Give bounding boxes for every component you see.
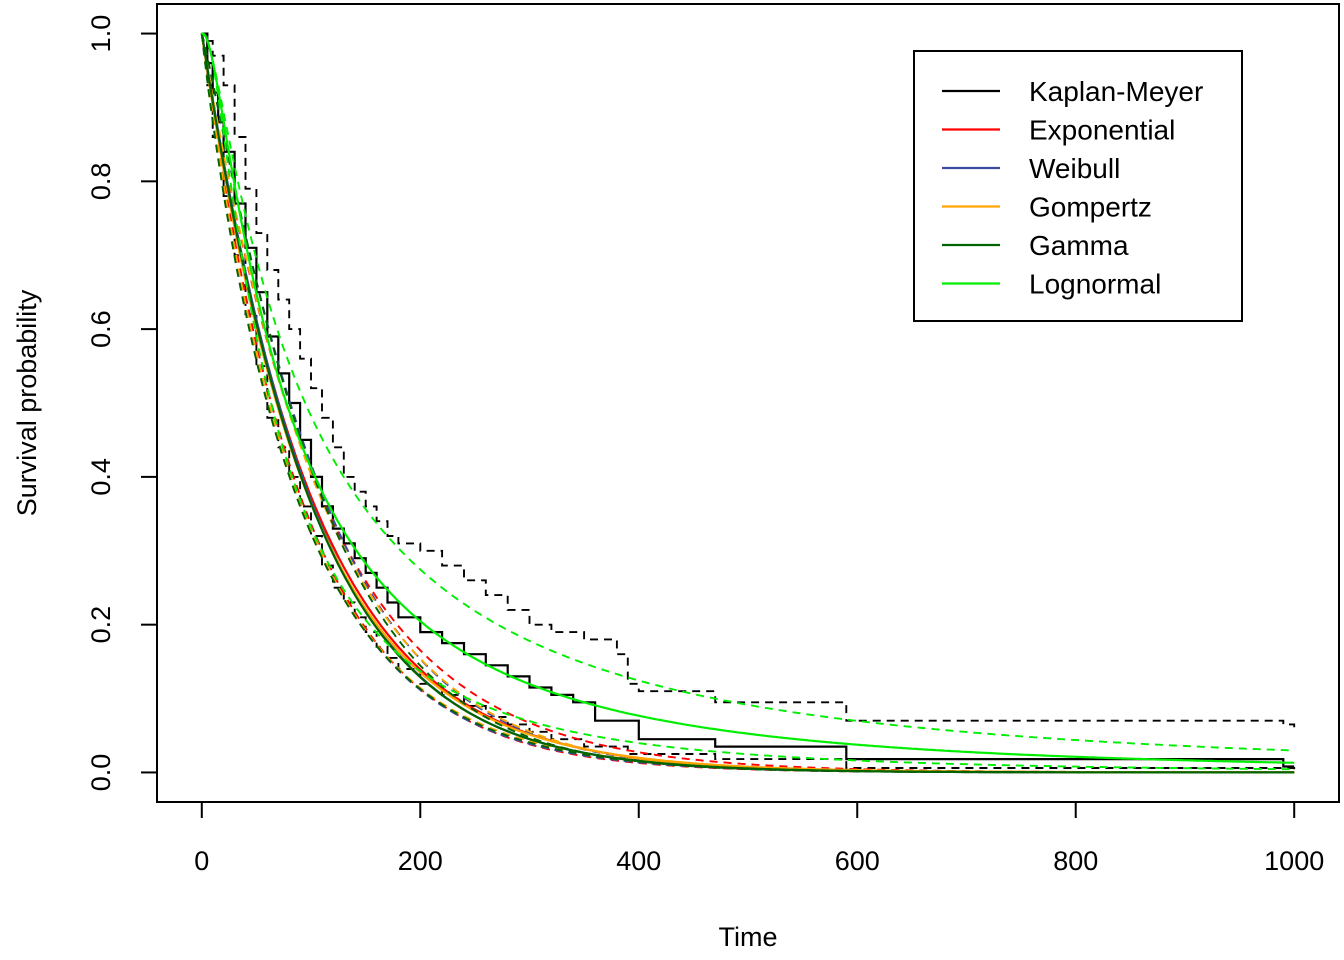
series-gamma-upper-line bbox=[200, 33, 1295, 774]
legend-box bbox=[913, 50, 1243, 322]
legend-label-exponential: Exponential bbox=[1029, 115, 1175, 146]
x-tick-label: 600 bbox=[835, 846, 880, 876]
y-tick-label: 0.6 bbox=[86, 310, 116, 348]
series-lognormal-upper-line bbox=[201, 32, 1295, 752]
y-tick-label: 0.0 bbox=[86, 754, 116, 792]
x-axis: 0 200 400 600 800 1000 bbox=[194, 801, 1324, 876]
legend-label-weibull: Weibull bbox=[1029, 153, 1120, 184]
series-exponential-lower-line bbox=[200, 33, 1295, 774]
y-tick-label: 0.8 bbox=[86, 163, 116, 201]
legend-label-gamma: Gamma bbox=[1029, 230, 1129, 261]
curves-layer bbox=[200, 32, 1296, 774]
y-tick-label: 0.2 bbox=[86, 606, 116, 644]
series-exponential-upper-line bbox=[200, 33, 1295, 774]
y-axis-title: Survival probability bbox=[12, 289, 42, 516]
x-axis-title: Time bbox=[719, 922, 778, 952]
series-lognormal-line bbox=[201, 32, 1295, 764]
legend: Kaplan-Meyer Exponential Weibull Gompertz Ga… bbox=[913, 50, 1243, 322]
x-tick-label: 800 bbox=[1053, 846, 1098, 876]
legend-label-gompertz: Gompertz bbox=[1029, 192, 1152, 223]
x-tick-label: 1000 bbox=[1264, 846, 1324, 876]
y-axis: 0.0 0.2 0.4 0.6 0.8 1.0 bbox=[86, 15, 158, 792]
y-tick-label: 0.4 bbox=[86, 458, 116, 496]
x-tick-label: 0 bbox=[194, 846, 209, 876]
y-tick-label: 1.0 bbox=[86, 15, 116, 53]
legend-label-lognormal: Lognormal bbox=[1029, 269, 1161, 300]
x-tick-label: 400 bbox=[616, 846, 661, 876]
x-tick-label: 200 bbox=[398, 846, 443, 876]
series-kaplan-meyer-upper-line bbox=[201, 32, 1296, 729]
curves-clip bbox=[200, 32, 1296, 774]
legend-label-kaplan-meyer: Kaplan-Meyer bbox=[1029, 76, 1203, 107]
